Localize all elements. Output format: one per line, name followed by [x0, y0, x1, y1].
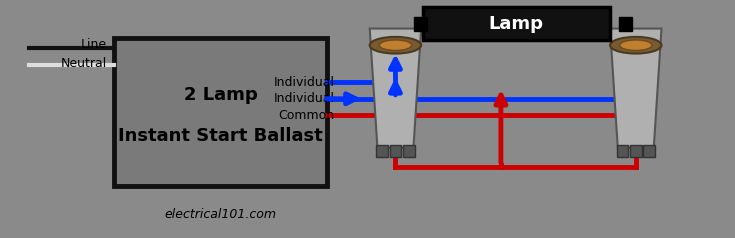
Bar: [423, 7, 610, 40]
Bar: [114, 38, 327, 186]
Polygon shape: [610, 29, 662, 148]
Circle shape: [379, 40, 412, 50]
Circle shape: [610, 37, 662, 54]
Circle shape: [620, 40, 652, 50]
Text: Individual: Individual: [273, 92, 334, 105]
Text: Common: Common: [279, 109, 334, 122]
Circle shape: [370, 37, 421, 54]
Text: electrical101.com: electrical101.com: [165, 208, 276, 221]
Bar: [617, 145, 628, 157]
Bar: [630, 145, 642, 157]
Text: Instant Start Ballast: Instant Start Ballast: [118, 127, 323, 145]
Bar: [414, 17, 427, 31]
Bar: [619, 17, 632, 31]
Text: Individual: Individual: [273, 76, 334, 89]
Text: Line: Line: [80, 38, 107, 50]
Text: 2 Lamp: 2 Lamp: [184, 86, 257, 104]
Bar: [643, 145, 655, 157]
Bar: [376, 145, 388, 157]
Polygon shape: [370, 29, 421, 148]
Bar: [403, 145, 415, 157]
Text: Lamp: Lamp: [489, 15, 544, 33]
Text: Neutral: Neutral: [60, 57, 107, 69]
Bar: [390, 145, 401, 157]
